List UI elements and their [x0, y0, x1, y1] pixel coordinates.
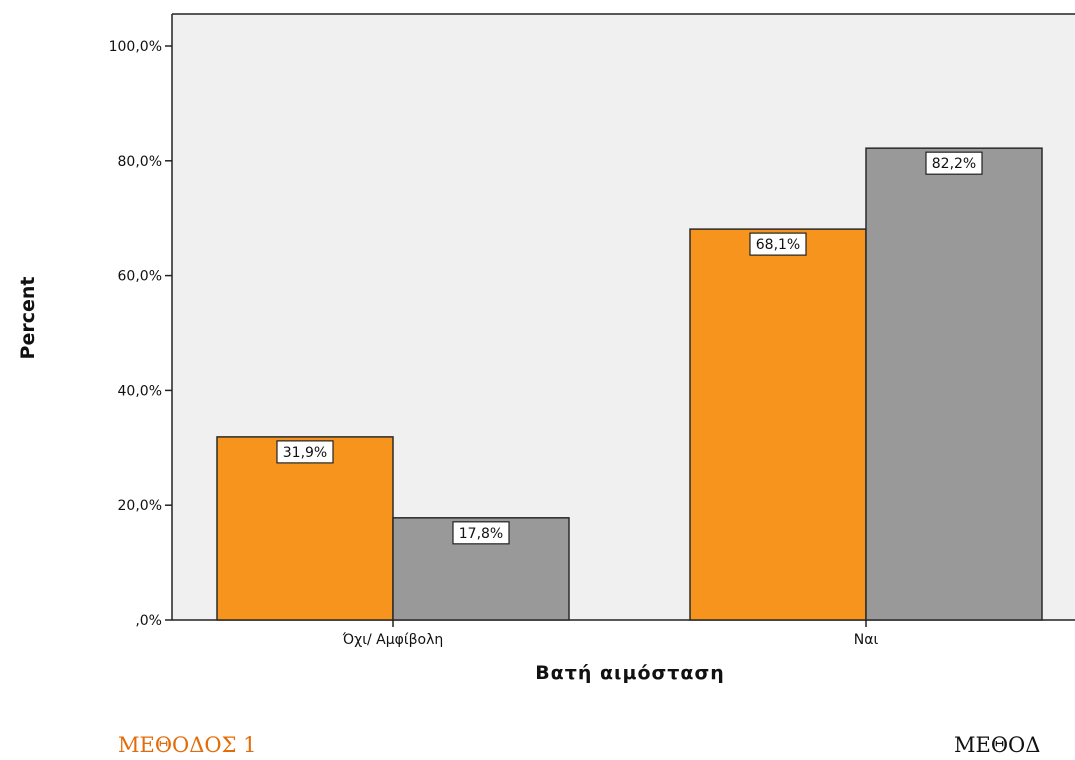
y-tick-label: 80,0% — [118, 154, 162, 170]
x-tick-label: Όχι/ Αμφίβολη — [342, 632, 443, 648]
data-label: 31,9% — [276, 440, 334, 464]
bar — [689, 228, 867, 621]
method-2-caption: ΜΕΘΟΔ — [954, 733, 1041, 757]
bar — [216, 436, 394, 621]
data-label: 68,1% — [749, 232, 807, 256]
y-tick-label: 60,0% — [118, 269, 162, 285]
x-axis-label: Βατή αιμόσταση — [535, 662, 725, 684]
data-label-text: 31,9% — [283, 445, 327, 461]
data-label-text: 17,8% — [459, 526, 503, 542]
y-axis-ticks: 100,0% 80,0% 60,0% 40,0% 20,0% ,0% — [109, 39, 172, 629]
y-tick-label: 100,0% — [109, 39, 162, 55]
y-tick-label: 40,0% — [118, 383, 162, 399]
method-1-caption: ΜΕΘΟΔΟΣ 1 — [118, 733, 257, 757]
x-tick-label: Ναι — [854, 632, 879, 648]
data-label: 17,8% — [452, 521, 510, 545]
data-label-text: 82,2% — [932, 156, 976, 172]
data-label: 82,2% — [925, 151, 983, 175]
bar — [865, 147, 1043, 621]
y-tick-label: ,0% — [135, 613, 162, 629]
data-label-text: 68,1% — [756, 237, 800, 253]
x-axis-ticks: Όχι/ Αμφίβολη Ναι — [342, 620, 879, 648]
y-axis-label: Percent — [17, 277, 39, 360]
data-labels: 31,9% 17,8% 68,1% 82,2% — [276, 151, 983, 545]
y-tick-label: 20,0% — [118, 498, 162, 514]
